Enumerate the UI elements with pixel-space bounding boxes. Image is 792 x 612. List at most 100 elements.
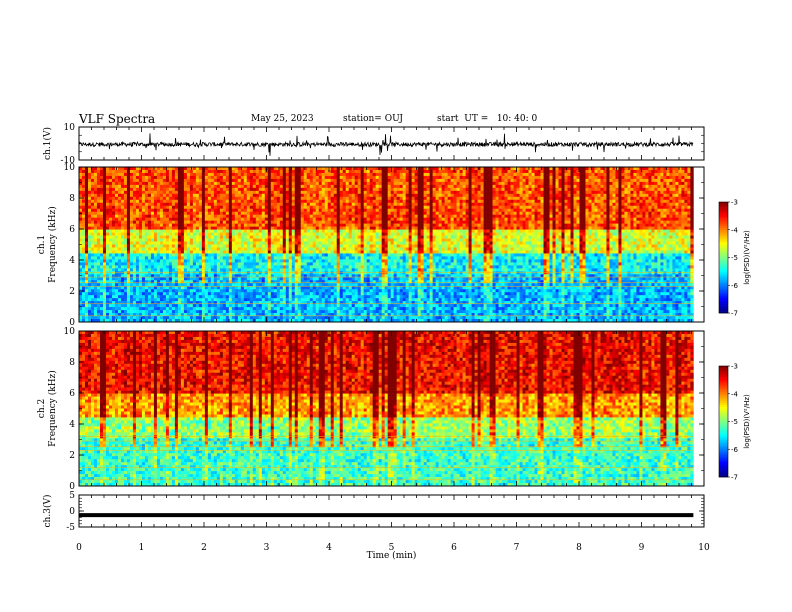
spectrogram-cell (339, 313, 344, 317)
spectrogram-cell (351, 169, 356, 174)
spectrogram-cell (267, 184, 272, 189)
spectrogram-cell (207, 319, 212, 323)
spectrogram-cell (333, 271, 338, 275)
spectrogram-cell (291, 244, 296, 248)
spectrogram-cell (144, 190, 149, 195)
spectrogram-cell (228, 295, 233, 299)
spectrogram-cell (201, 187, 206, 192)
spectrogram-cell (123, 319, 128, 323)
spectrogram-cell (138, 238, 143, 242)
spectrogram-cell (339, 184, 344, 189)
spectrogram-cell (198, 232, 203, 236)
spectrogram-cell (303, 241, 308, 245)
spectrogram-cell (318, 319, 323, 323)
spectrogram-cell (309, 167, 314, 171)
spectrogram-cell (273, 244, 278, 248)
spectrogram-cell (249, 181, 254, 186)
spectrogram-cell (282, 229, 287, 233)
spectrogram-cell (195, 208, 200, 213)
spectrogram-cell (339, 250, 344, 254)
spectrogram-cell (79, 187, 83, 192)
spectrogram-cell (87, 175, 92, 180)
spectrogram-cell (264, 178, 269, 183)
spectrogram-cell (189, 178, 194, 183)
spectrogram-cell (270, 295, 275, 299)
spectrogram-cell (198, 235, 203, 239)
spectrogram-cell (336, 193, 341, 198)
spectrogram-cell (306, 283, 311, 287)
spectrogram-cell (165, 304, 170, 308)
spectrogram-cell (282, 190, 287, 195)
spectrogram-cell (123, 184, 128, 189)
spectrogram-cell (339, 238, 344, 242)
spectrogram-cell (231, 187, 236, 192)
spectrogram-cell (138, 289, 143, 293)
spectrogram-cell (330, 283, 335, 287)
spectrogram-cell (261, 310, 266, 314)
spectrogram-cell (354, 241, 359, 245)
spectrogram-cell (141, 283, 146, 287)
spectrogram-cell (312, 175, 317, 180)
spectrogram-cell (171, 196, 176, 201)
spectrogram-cell (240, 187, 245, 192)
spectrogram-cell (117, 274, 122, 278)
spectrogram-cell (129, 247, 134, 251)
spectrogram-cell (306, 277, 311, 281)
spectrogram-cell (114, 268, 119, 272)
spectrogram-cell (210, 280, 215, 284)
spectrogram-cell (336, 298, 341, 302)
spectrogram-cell (270, 247, 275, 251)
spectrogram-cell (255, 241, 260, 245)
spectrogram-cell (258, 259, 263, 263)
spectrogram-cell (165, 313, 170, 317)
spectrogram-cell (162, 172, 167, 177)
spectrogram-cell (82, 256, 86, 260)
spectrogram-cell (240, 175, 245, 180)
spectrogram-cell (126, 172, 131, 177)
spectrogram-cell (351, 316, 356, 320)
spectrogram-cell (246, 277, 251, 281)
spectrogram-cell (153, 292, 158, 296)
spectrogram-cell (270, 232, 275, 236)
spectrogram-cell (79, 316, 83, 320)
spectrogram-cell (207, 310, 212, 314)
spectrogram-cell (270, 208, 275, 213)
spectrogram-cell (249, 256, 254, 260)
spectrogram-cell (261, 196, 266, 201)
spectrogram-cell (225, 175, 230, 180)
spectrogram-cell (318, 184, 323, 189)
spectrogram-cell (153, 250, 158, 254)
spectrogram-cell (327, 178, 332, 183)
spectrogram-cell (240, 205, 245, 210)
spectrogram-cell (150, 256, 155, 260)
spectrogram-cell (303, 223, 308, 227)
spectrogram-cell (216, 211, 221, 215)
spectrogram-cell (303, 304, 308, 308)
spectrogram-cell (144, 268, 149, 272)
spectrogram-cell (315, 190, 320, 195)
spectrogram-cell (351, 193, 356, 198)
spectrogram-cell (93, 301, 98, 305)
spectrogram-cell (276, 289, 281, 293)
spectrogram-cell (327, 199, 332, 204)
spectrogram-cell (267, 205, 272, 210)
spectrogram-cell (120, 271, 125, 275)
spectrogram-cell (219, 283, 224, 287)
spectrogram-cell (351, 262, 356, 266)
spectrogram-cell (105, 211, 110, 215)
spectrogram-cell (138, 304, 143, 308)
spectrogram-cell (156, 169, 161, 174)
spectrogram-cell (225, 319, 230, 323)
spectrogram-cell (201, 307, 206, 311)
spectrogram-cell (79, 292, 83, 296)
spectrogram-cell (345, 238, 350, 242)
spectrogram-cell (216, 172, 221, 177)
spectrogram-cell (111, 259, 116, 263)
spectrogram-cell (282, 202, 287, 207)
spectrogram-cell (79, 259, 83, 263)
spectrogram-cell (150, 283, 155, 287)
spectrogram-cell (82, 250, 86, 254)
spectrogram-cell (327, 268, 332, 272)
spectrogram-cell (225, 208, 230, 213)
spectrogram-cell (234, 193, 239, 198)
